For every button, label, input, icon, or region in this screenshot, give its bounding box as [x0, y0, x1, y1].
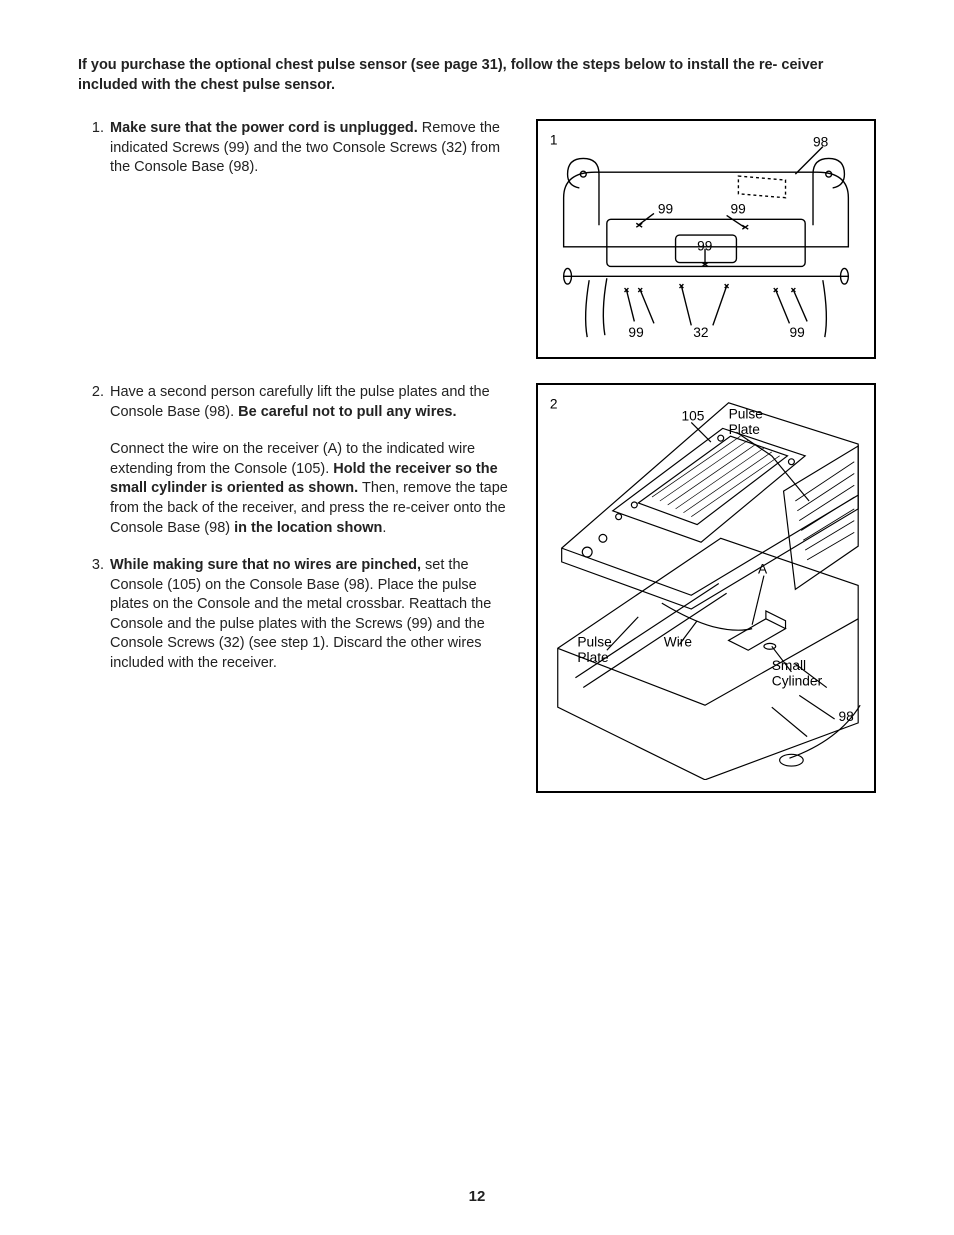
- figure1-box: 1: [536, 119, 876, 359]
- fig2-small-b: Cylinder: [772, 674, 823, 689]
- step2-number: 2.: [78, 383, 110, 538]
- step2-body: Have a second person carefully lift the …: [110, 383, 516, 538]
- step2-p2e: in the location shown: [234, 520, 382, 536]
- step2-p1-bold: Be careful not to pull any wires.: [238, 404, 456, 420]
- step1-textcol: 1. Make sure that the power cord is unpl…: [78, 119, 516, 359]
- intro-line1: If you purchase the optional chest pulse…: [78, 57, 777, 73]
- fig2-pulse-left-b: Plate: [577, 650, 609, 665]
- fig1-99-ml: 99: [658, 202, 673, 217]
- fig2-pulse-left-a: Pulse: [577, 634, 612, 649]
- page-number: 12: [0, 1188, 954, 1205]
- figure2-svg: 2: [544, 393, 868, 780]
- step1-row: 1. Make sure that the power cord is unpl…: [78, 119, 876, 359]
- step1: 1. Make sure that the power cord is unpl…: [78, 119, 516, 178]
- step3-body: While making sure that no wires are pinc…: [110, 556, 516, 673]
- figure1-svg: 1: [544, 129, 868, 349]
- step23-textcol: 2. Have a second person carefully lift t…: [78, 383, 516, 793]
- step2: 2. Have a second person carefully lift t…: [78, 383, 516, 538]
- fig2-pulse-top-a: Pulse: [729, 407, 764, 422]
- fig1-99-bl: 99: [628, 325, 643, 340]
- fig2-small-a: Small: [772, 658, 806, 673]
- figure1-col: 1: [536, 119, 876, 359]
- fig2-pulse-top-b: Plate: [729, 422, 761, 437]
- step1-bold: Make sure that the power cord is unplugg…: [110, 120, 418, 136]
- fig2-98: 98: [839, 709, 855, 724]
- fig2-wire: Wire: [664, 634, 693, 649]
- fig2-105: 105: [681, 409, 704, 424]
- fig1-99-mr: 99: [731, 202, 746, 217]
- step3-bold: While making sure that no wires are pinc…: [110, 557, 421, 573]
- fig1-99-c: 99: [697, 239, 712, 254]
- fig1-98: 98: [813, 135, 829, 150]
- fig2-panelnum: 2: [550, 397, 558, 412]
- step3-number: 3.: [78, 556, 110, 673]
- manual-page: If you purchase the optional chest pulse…: [0, 0, 954, 1235]
- figure2-col: 2: [536, 383, 876, 793]
- step1-number: 1.: [78, 119, 110, 178]
- fig1-99-br: 99: [789, 325, 804, 340]
- fig2-a: A: [758, 562, 768, 577]
- step2-p2f: .: [382, 520, 386, 536]
- step1-body: Make sure that the power cord is unplugg…: [110, 119, 516, 178]
- intro-paragraph: If you purchase the optional chest pulse…: [78, 56, 876, 95]
- step23-row: 2. Have a second person carefully lift t…: [78, 383, 876, 793]
- fig1-panelnum: 1: [550, 133, 558, 148]
- figure2-box: 2: [536, 383, 876, 793]
- step3-tail: set the Console (105) on the Console Bas…: [110, 557, 491, 671]
- step3: 3. While making sure that no wires are p…: [78, 556, 516, 673]
- fig1-32: 32: [693, 325, 708, 340]
